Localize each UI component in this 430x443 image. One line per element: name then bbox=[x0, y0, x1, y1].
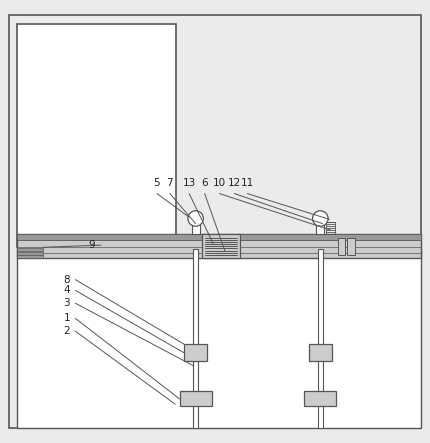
Text: 6: 6 bbox=[201, 179, 208, 188]
Text: 12: 12 bbox=[228, 179, 241, 188]
Bar bbox=[17, 252, 43, 255]
Bar bbox=[17, 23, 176, 247]
Text: 5: 5 bbox=[154, 179, 160, 188]
Bar bbox=[17, 248, 43, 251]
Text: 7: 7 bbox=[166, 179, 173, 188]
Bar bbox=[180, 391, 212, 406]
Bar bbox=[193, 249, 198, 428]
Bar bbox=[202, 234, 240, 258]
Bar bbox=[202, 234, 240, 258]
Text: 4: 4 bbox=[64, 285, 70, 295]
Circle shape bbox=[313, 211, 328, 226]
Bar bbox=[318, 249, 323, 428]
Bar bbox=[309, 344, 332, 361]
Bar bbox=[316, 222, 324, 234]
Text: 10: 10 bbox=[213, 179, 226, 188]
Text: 2: 2 bbox=[64, 326, 70, 336]
Circle shape bbox=[188, 211, 203, 226]
Bar bbox=[338, 238, 345, 254]
Bar bbox=[17, 234, 421, 258]
Text: 11: 11 bbox=[241, 179, 254, 188]
Text: 13: 13 bbox=[183, 179, 196, 188]
Bar bbox=[192, 222, 200, 234]
Bar bbox=[184, 344, 207, 361]
Bar bbox=[347, 238, 355, 254]
Bar bbox=[326, 222, 335, 234]
Text: 8: 8 bbox=[64, 275, 70, 284]
Bar bbox=[17, 234, 421, 240]
Bar bbox=[304, 391, 337, 406]
Bar bbox=[17, 255, 43, 258]
Text: 1: 1 bbox=[64, 313, 70, 323]
Bar bbox=[17, 249, 421, 428]
Text: 3: 3 bbox=[64, 298, 70, 308]
Text: 9: 9 bbox=[88, 240, 95, 250]
